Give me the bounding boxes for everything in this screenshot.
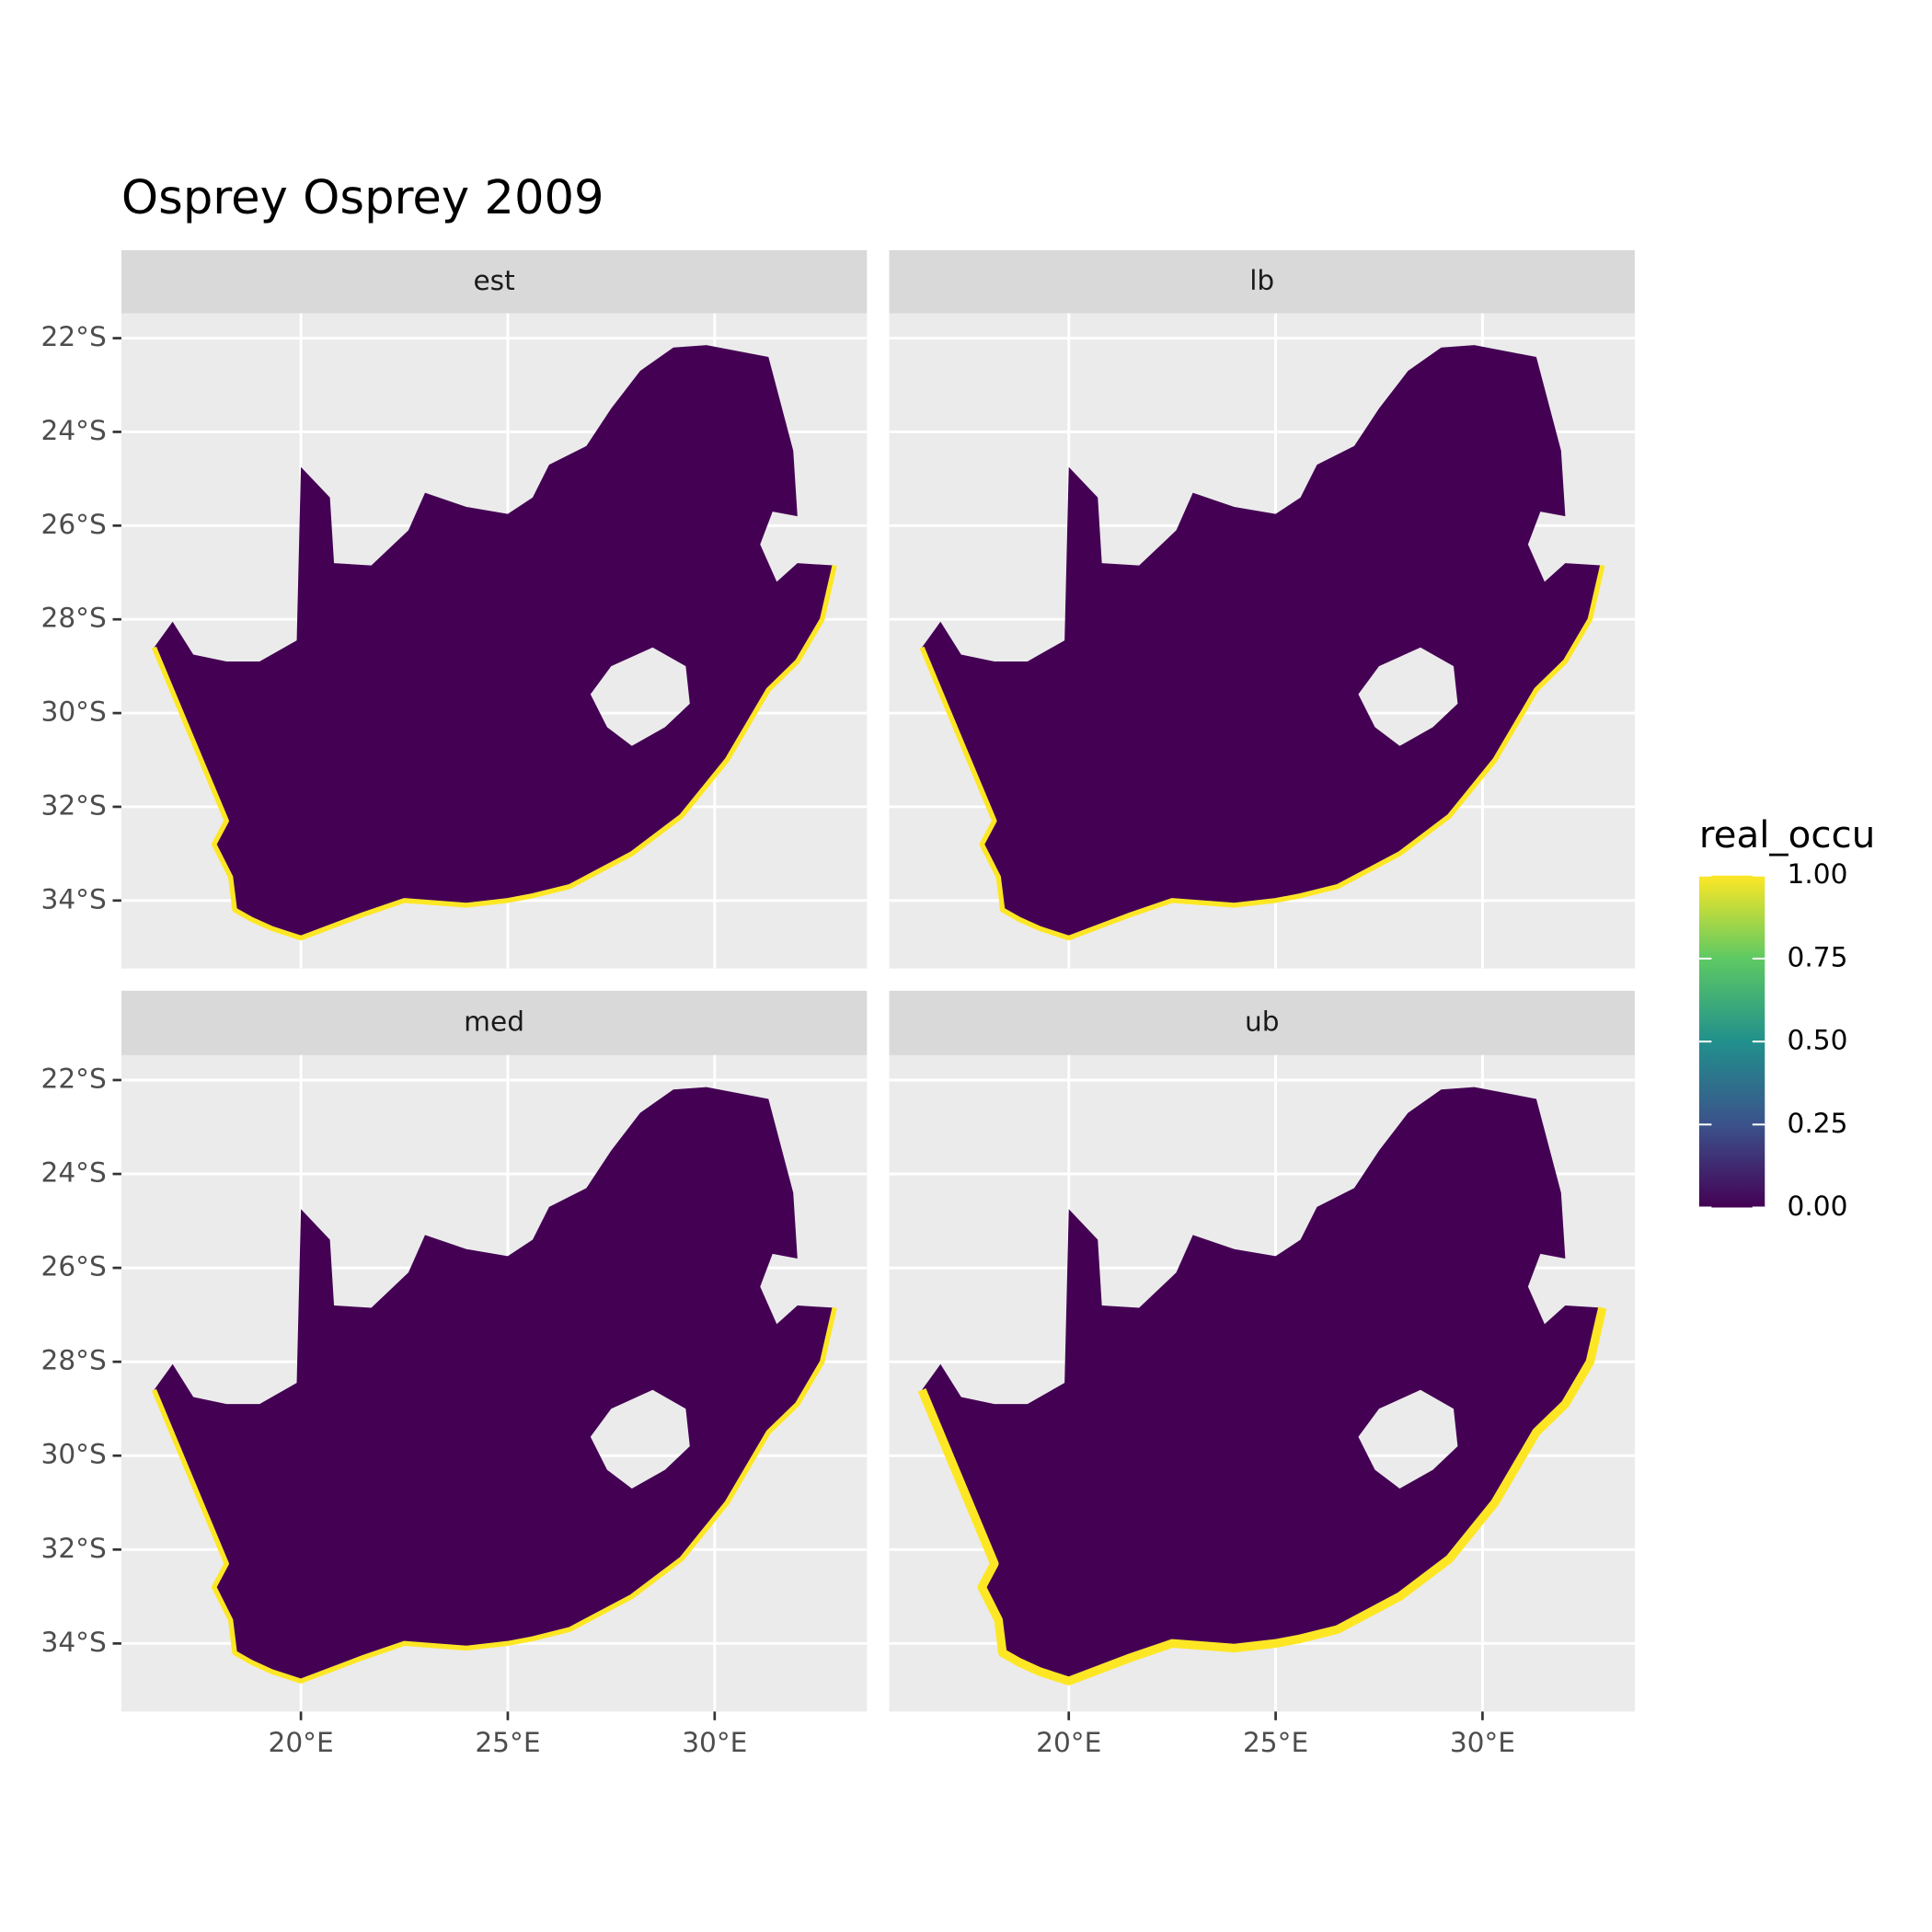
y-tick-label: 32°S [40, 789, 106, 821]
y-tick-label: 28°S [40, 603, 106, 634]
facet-label: est [473, 265, 514, 296]
y-tick-label: 22°S [40, 1063, 106, 1094]
y-tick-label: 34°S [40, 883, 106, 914]
y-tick-label: 22°S [40, 321, 106, 352]
strip [889, 249, 1635, 314]
x-tick-label: 20°E [1036, 1727, 1101, 1758]
y-tick-label: 34°S [40, 1627, 106, 1658]
country-raster [154, 345, 835, 938]
y-tick-label: 32°S [40, 1533, 106, 1564]
x-tick-label: 25°E [475, 1727, 540, 1758]
legend-tick-label: 0.50 [1788, 1025, 1848, 1056]
x-tick-label: 20°E [268, 1727, 333, 1758]
legend-tick-label: 0.75 [1788, 941, 1848, 972]
y-tick-label: 26°S [40, 509, 106, 540]
facet-label: med [464, 1006, 524, 1037]
legend-tick-label: 1.00 [1788, 858, 1848, 890]
coastline [151, 1306, 837, 1684]
strip [889, 990, 1635, 1055]
y-tick-label: 26°S [40, 1251, 106, 1282]
country-raster [922, 345, 1603, 938]
facet-label: ub [1245, 1006, 1280, 1037]
chart-title: Osprey Osprey 2009 [121, 171, 604, 225]
strip [121, 249, 868, 314]
x-tick-label: 30°E [682, 1727, 747, 1758]
coastline [917, 1306, 1607, 1685]
coastline [151, 565, 837, 941]
y-tick-label: 28°S [40, 1345, 106, 1376]
facet-label: lb [1249, 265, 1274, 296]
legend-tick-label: 0.25 [1788, 1108, 1848, 1139]
y-tick-label: 30°S [40, 696, 106, 728]
country-raster [922, 1087, 1603, 1682]
strip [121, 990, 868, 1055]
y-tick-label: 24°S [40, 415, 106, 446]
coastline [919, 565, 1605, 941]
y-tick-label: 30°S [40, 1439, 106, 1470]
country-raster [154, 1087, 835, 1682]
x-tick-label: 25°E [1243, 1727, 1308, 1758]
legend-title: real_occu [1699, 813, 1875, 857]
x-tick-label: 30°E [1450, 1727, 1515, 1758]
legend-tick-label: 0.00 [1788, 1190, 1848, 1222]
y-tick-label: 24°S [40, 1157, 106, 1189]
